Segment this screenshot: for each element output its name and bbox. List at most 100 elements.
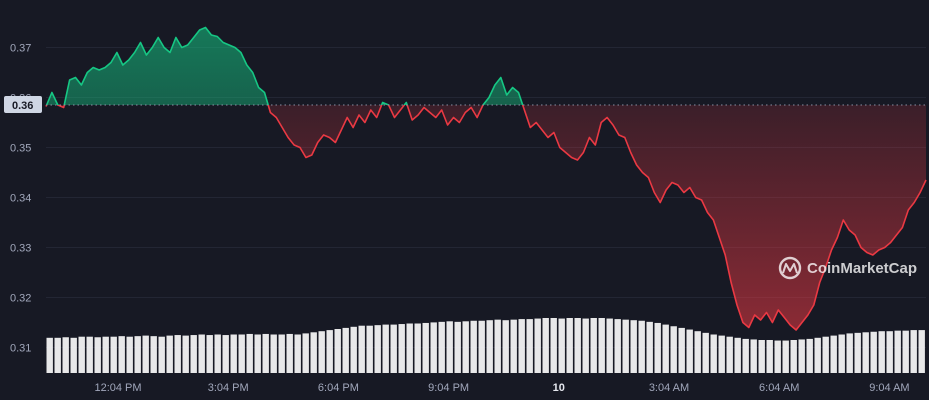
volume-bar [166, 335, 173, 373]
volume-bar [342, 327, 349, 373]
volume-bar [94, 337, 101, 373]
volume-bar [102, 336, 109, 373]
volume-bar [174, 335, 181, 373]
volume-bar [62, 337, 69, 373]
volume-bar [782, 340, 789, 373]
volume-bar [566, 318, 573, 373]
volume-bar [726, 336, 733, 373]
volume-bar [766, 340, 773, 373]
volume-bar [662, 324, 669, 373]
y-tick-label: 0.37 [10, 43, 31, 55]
volume-bar [606, 318, 613, 373]
volume-bar [182, 335, 189, 373]
x-axis-ticks: 12:04 PM 3:04 PM 6:04 PM 9:04 PM 10 3:04 AM 6:… [94, 382, 909, 394]
volume-bar [534, 318, 541, 373]
volume-bar [294, 334, 301, 373]
volume-bar [918, 330, 925, 373]
volume-bar [54, 337, 61, 373]
y-tick-label: 0.34 [10, 193, 31, 205]
volume-bar [430, 322, 437, 373]
volume-bar [374, 325, 381, 373]
volume-bar [854, 332, 861, 373]
price-line-up [45, 26, 524, 105]
watermark-text: CoinMarketCap [807, 260, 917, 277]
area-below-reference [46, 105, 926, 330]
volume-bar [246, 333, 253, 373]
volume-bar [582, 318, 589, 373]
x-tick-label: 9:04 PM [428, 382, 469, 394]
volume-bar [702, 332, 709, 373]
volume-bar [574, 318, 581, 373]
x-tick-label: 6:04 AM [759, 382, 799, 394]
volume-bar [670, 326, 677, 373]
volume-bar [158, 336, 165, 373]
volume-bar [686, 329, 693, 373]
volume-bar [734, 337, 741, 373]
volume-bar [326, 330, 333, 373]
volume-bar [454, 321, 461, 373]
volume-bar [774, 340, 781, 373]
volume-bar [382, 324, 389, 373]
volume-bars [46, 318, 925, 373]
reference-price-label: 0.36 [4, 96, 42, 113]
y-tick-label: 0.33 [10, 243, 31, 255]
coinmarketcap-watermark: CoinMarketCap [778, 256, 917, 280]
volume-bar [406, 323, 413, 373]
volume-bar [870, 331, 877, 373]
coinmarketcap-logo-icon [778, 256, 802, 280]
x-tick-label: 6:04 PM [318, 382, 359, 394]
volume-bar [710, 334, 717, 373]
volume-bar [798, 339, 805, 373]
volume-bar [550, 318, 557, 373]
volume-bar [830, 335, 837, 373]
x-tick-label: 3:04 AM [649, 382, 689, 394]
volume-bar [334, 329, 341, 373]
x-tick-label: 10 [553, 382, 565, 394]
volume-bar [806, 338, 813, 373]
x-tick-label: 3:04 PM [208, 382, 249, 394]
x-tick-label: 12:04 PM [94, 382, 141, 394]
volume-bar [598, 318, 605, 373]
volume-bar [526, 319, 533, 373]
volume-bar [126, 336, 133, 373]
volume-bar [230, 334, 237, 373]
volume-bar [750, 339, 757, 373]
area-above-reference [46, 27, 926, 105]
volume-bar [910, 330, 917, 373]
volume-bar [838, 334, 845, 373]
volume-bar [638, 320, 645, 373]
reference-price-text: 0.36 [12, 100, 33, 112]
volume-bar [222, 335, 229, 373]
volume-bar [286, 333, 293, 373]
volume-bar [358, 325, 365, 373]
volume-bar [502, 320, 509, 373]
volume-bar [758, 340, 765, 373]
volume-bar [486, 320, 493, 373]
volume-bar [318, 331, 325, 373]
volume-bar [654, 322, 661, 373]
price-area-fill [46, 27, 926, 330]
volume-bar [270, 334, 277, 373]
volume-bar [678, 327, 685, 373]
volume-bar [622, 319, 629, 373]
price-line-down [45, 105, 927, 331]
volume-bar [630, 320, 637, 373]
volume-bar [694, 331, 701, 373]
volume-bar [70, 337, 77, 373]
volume-bar [470, 320, 477, 373]
volume-bar [718, 335, 725, 373]
volume-bar [238, 334, 245, 373]
volume-bar [142, 335, 149, 373]
volume-bar [438, 321, 445, 373]
volume-bar [462, 321, 469, 373]
volume-bar [558, 318, 565, 373]
volume-bar [254, 334, 261, 373]
volume-bar [422, 322, 429, 373]
volume-bar [590, 318, 597, 373]
volume-bar [494, 319, 501, 373]
volume-bar [790, 340, 797, 373]
volume-bar [118, 336, 125, 373]
volume-bar [902, 330, 909, 373]
volume-bar [206, 335, 213, 373]
